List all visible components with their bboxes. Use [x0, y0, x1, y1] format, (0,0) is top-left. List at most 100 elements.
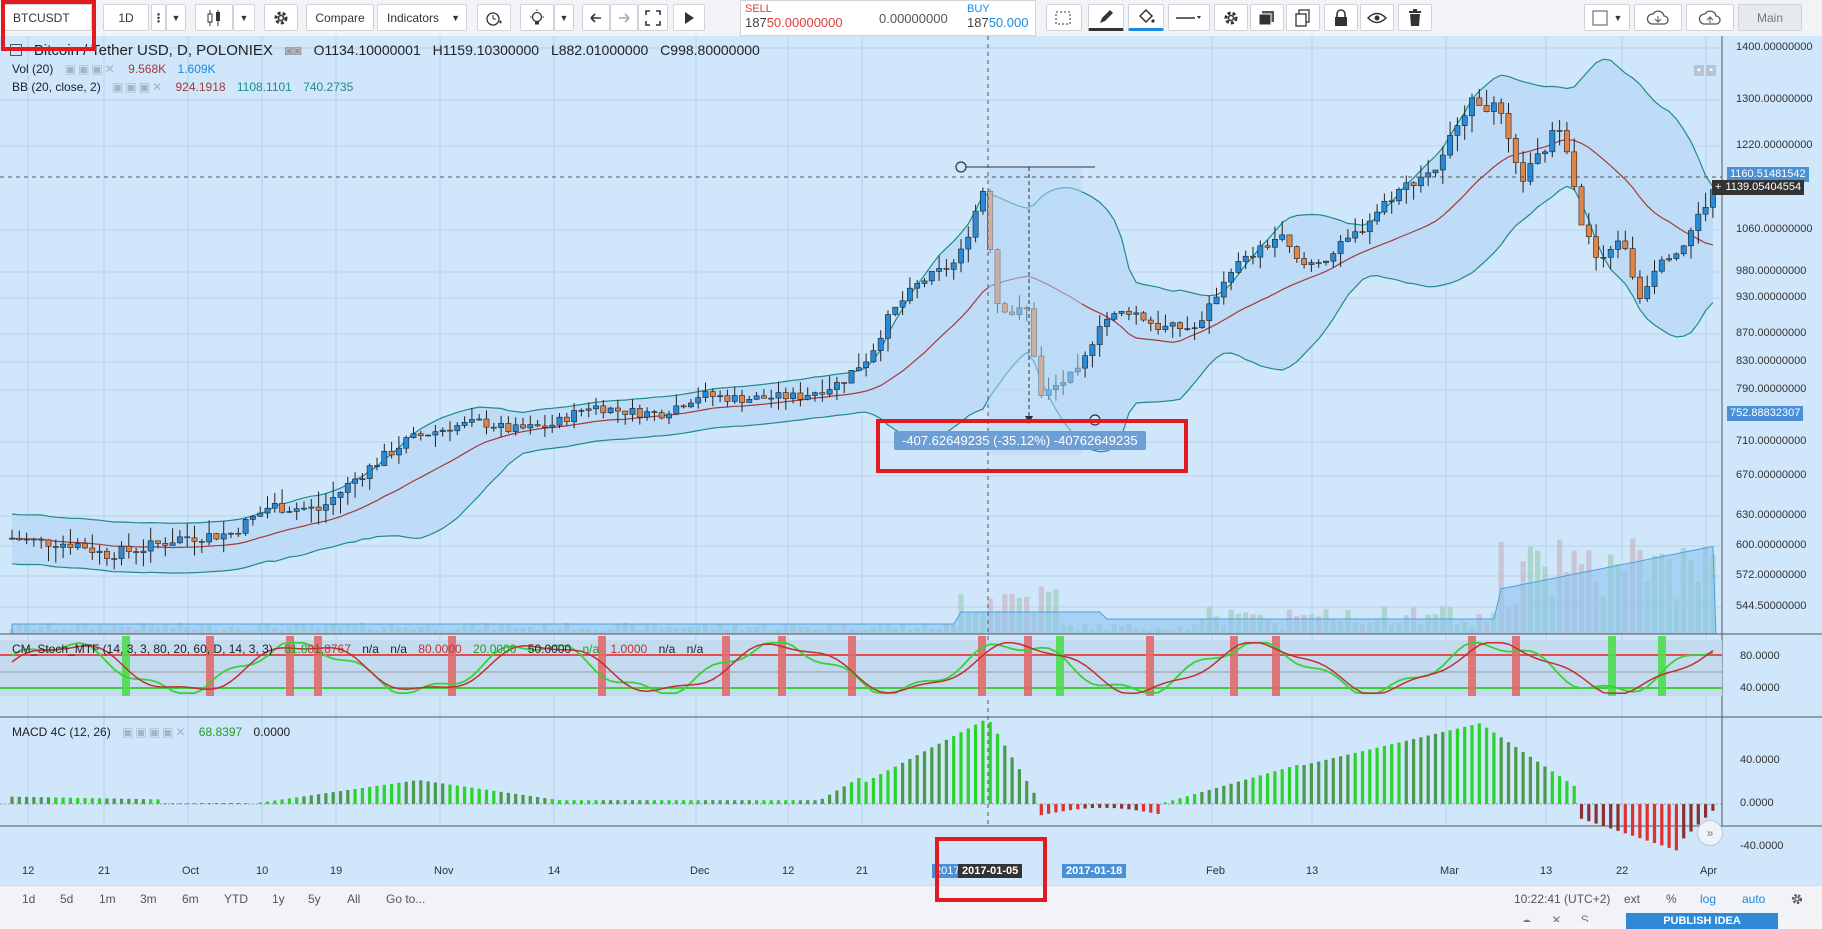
clone-icon	[1294, 9, 1312, 27]
time-axis-label: Feb	[1206, 865, 1225, 877]
clone-button[interactable]	[1286, 4, 1320, 31]
price-axis-label: 710.00000000	[1736, 435, 1806, 447]
range-button-1y[interactable]: 1y	[272, 892, 285, 906]
settings-button[interactable]	[264, 4, 298, 31]
symbol-search-button[interactable]: BTCUSDT	[4, 4, 92, 31]
measure-region	[988, 167, 1082, 455]
fill-tool-button[interactable]	[1128, 4, 1164, 31]
stoch-na-2: n/a	[390, 642, 407, 656]
alert-button[interactable]	[477, 4, 511, 31]
buy-label: BUY	[967, 3, 1037, 15]
drawing-settings-button[interactable]	[1214, 4, 1248, 31]
layout-name-button[interactable]: Main	[1738, 4, 1802, 31]
chart-settings-button[interactable]	[1790, 892, 1804, 909]
indicators-label: Indicators	[387, 11, 439, 25]
main-legend: Bitcoin / Tether USD, D, POLONIEX ◙◙ O11…	[10, 42, 768, 59]
stoch-value-5: 50.0000	[528, 642, 571, 656]
sell-button[interactable]: SELL 18750.00000000	[745, 3, 865, 33]
save-layout-button[interactable]	[1686, 4, 1734, 31]
price-axis-label: 980.00000000	[1736, 265, 1806, 277]
range-button-all[interactable]: All	[347, 892, 360, 906]
legend-collapse-icon[interactable]	[10, 44, 22, 56]
theme-button[interactable]	[520, 4, 554, 31]
buy-button[interactable]: BUY 18750.000	[967, 3, 1037, 33]
extended-hours-toggle[interactable]: ext	[1624, 892, 1640, 906]
line-style-button[interactable]	[1168, 4, 1210, 31]
stoch-na-5: n/a	[687, 642, 704, 656]
legend-action-icons[interactable]: ▣▣▣✕	[112, 80, 164, 94]
visibility-button[interactable]	[1360, 4, 1394, 31]
undo-button[interactable]	[582, 4, 610, 31]
price-chart-canvas[interactable]	[0, 36, 1822, 885]
last-price-value: 1139.05404554	[1725, 181, 1801, 193]
replay-button[interactable]	[673, 4, 705, 31]
price-axis-label: 830.00000000	[1736, 355, 1806, 367]
buy-price-suffix: 50.000	[989, 15, 1029, 30]
measure-end-handle[interactable]	[1090, 415, 1100, 425]
publish-idea-label: PUBLISH IDEA	[1663, 915, 1741, 927]
line-style-icon	[1176, 13, 1202, 23]
legend-settings-icon[interactable]: ◙◙	[285, 42, 302, 58]
macd-axis-label: -40.0000	[1740, 840, 1783, 852]
publish-idea-button[interactable]: PUBLISH IDEA	[1626, 913, 1778, 929]
more-vertical-icon[interactable]: ⋮	[151, 4, 166, 31]
time-axis-label: Oct	[182, 865, 199, 877]
compare-button[interactable]: Compare	[306, 4, 374, 31]
macd-value-2: 0.0000	[254, 725, 291, 739]
legend-action-icons[interactable]: ▣▣▣✕	[65, 62, 117, 76]
log-scale-toggle[interactable]: log	[1700, 892, 1716, 906]
layers-button[interactable]	[1250, 4, 1284, 31]
goto-date-button[interactable]: Go to...	[386, 892, 425, 906]
gear-icon	[272, 9, 290, 27]
chart-area[interactable]: Bitcoin / Tether USD, D, POLONIEX ◙◙ O11…	[0, 36, 1822, 885]
auto-scale-toggle[interactable]: auto	[1742, 892, 1765, 906]
measure-start-handle[interactable]	[956, 162, 966, 172]
candle-style-button[interactable]	[195, 4, 233, 31]
delete-button[interactable]	[1398, 4, 1432, 31]
fullscreen-button[interactable]	[638, 4, 668, 31]
range-button-5d[interactable]: 5d	[60, 892, 73, 906]
time-axis-label: 19	[330, 865, 342, 877]
time-axis-label: 14	[548, 865, 560, 877]
time-axis-label: Dec	[690, 865, 710, 877]
macd-axis-label: 40.0000	[1740, 754, 1780, 766]
scroll-right-button[interactable]: »	[1697, 820, 1723, 846]
legend-close: C998.80000000	[660, 42, 760, 58]
paint-bucket-icon	[1137, 8, 1155, 26]
range-button-3m[interactable]: 3m	[140, 892, 157, 906]
percent-scale-toggle[interactable]: %	[1666, 892, 1677, 906]
redo-button[interactable]	[610, 4, 638, 31]
indicators-button[interactable]: Indicators ▼	[377, 4, 467, 31]
interval-button[interactable]: 1D	[103, 4, 149, 31]
low-price-tag: 752.88832307	[1727, 406, 1803, 421]
price-axis-label: 1220.00000000	[1736, 139, 1812, 151]
load-layout-button[interactable]	[1634, 4, 1682, 31]
selection-tool-button[interactable]	[1046, 4, 1082, 31]
chart-layout-button[interactable]: ▼	[1584, 4, 1630, 31]
volume-value-1: 9.568K	[128, 62, 166, 76]
chevron-down-icon[interactable]: ▼	[233, 4, 255, 31]
range-button-1d[interactable]: 1d	[22, 892, 35, 906]
clock-display[interactable]: 10:22:41 (UTC+2)	[1514, 892, 1610, 906]
bottom-toolbar: 1d 5d 1m 3m 6m YTD 1y 5y All Go to... 10…	[0, 885, 1822, 922]
stoch-value-2: 81.8767	[308, 642, 351, 656]
hide-icon[interactable]: ▪	[1694, 65, 1704, 76]
measure-end-date-text: 2017-01-18	[1066, 865, 1122, 877]
range-button-5y[interactable]: 5y	[308, 892, 321, 906]
legend-action-icons[interactable]: ▣▣▣▣✕	[122, 725, 187, 739]
stoch-axis-label: 40.0000	[1740, 682, 1780, 694]
pencil-icon	[1097, 8, 1115, 26]
chevron-down-icon[interactable]: ▼	[166, 4, 186, 31]
price-axis-hide-buttons[interactable]: ▪ ▪	[1694, 65, 1716, 76]
range-button-6m[interactable]: 6m	[182, 892, 199, 906]
plus-icon[interactable]: +	[1715, 181, 1721, 193]
range-button-ytd[interactable]: YTD	[224, 892, 248, 906]
price-axis-label: 600.00000000	[1736, 539, 1806, 551]
lock-button[interactable]	[1324, 4, 1358, 31]
chevron-down-icon[interactable]: ▼	[554, 4, 574, 31]
range-button-1m[interactable]: 1m	[99, 892, 116, 906]
chevron-down-icon: ▼	[1614, 13, 1623, 23]
brush-tool-button[interactable]	[1088, 4, 1124, 31]
hide-icon[interactable]: ▪	[1706, 65, 1716, 76]
volume-label: Vol (20)	[12, 62, 53, 76]
